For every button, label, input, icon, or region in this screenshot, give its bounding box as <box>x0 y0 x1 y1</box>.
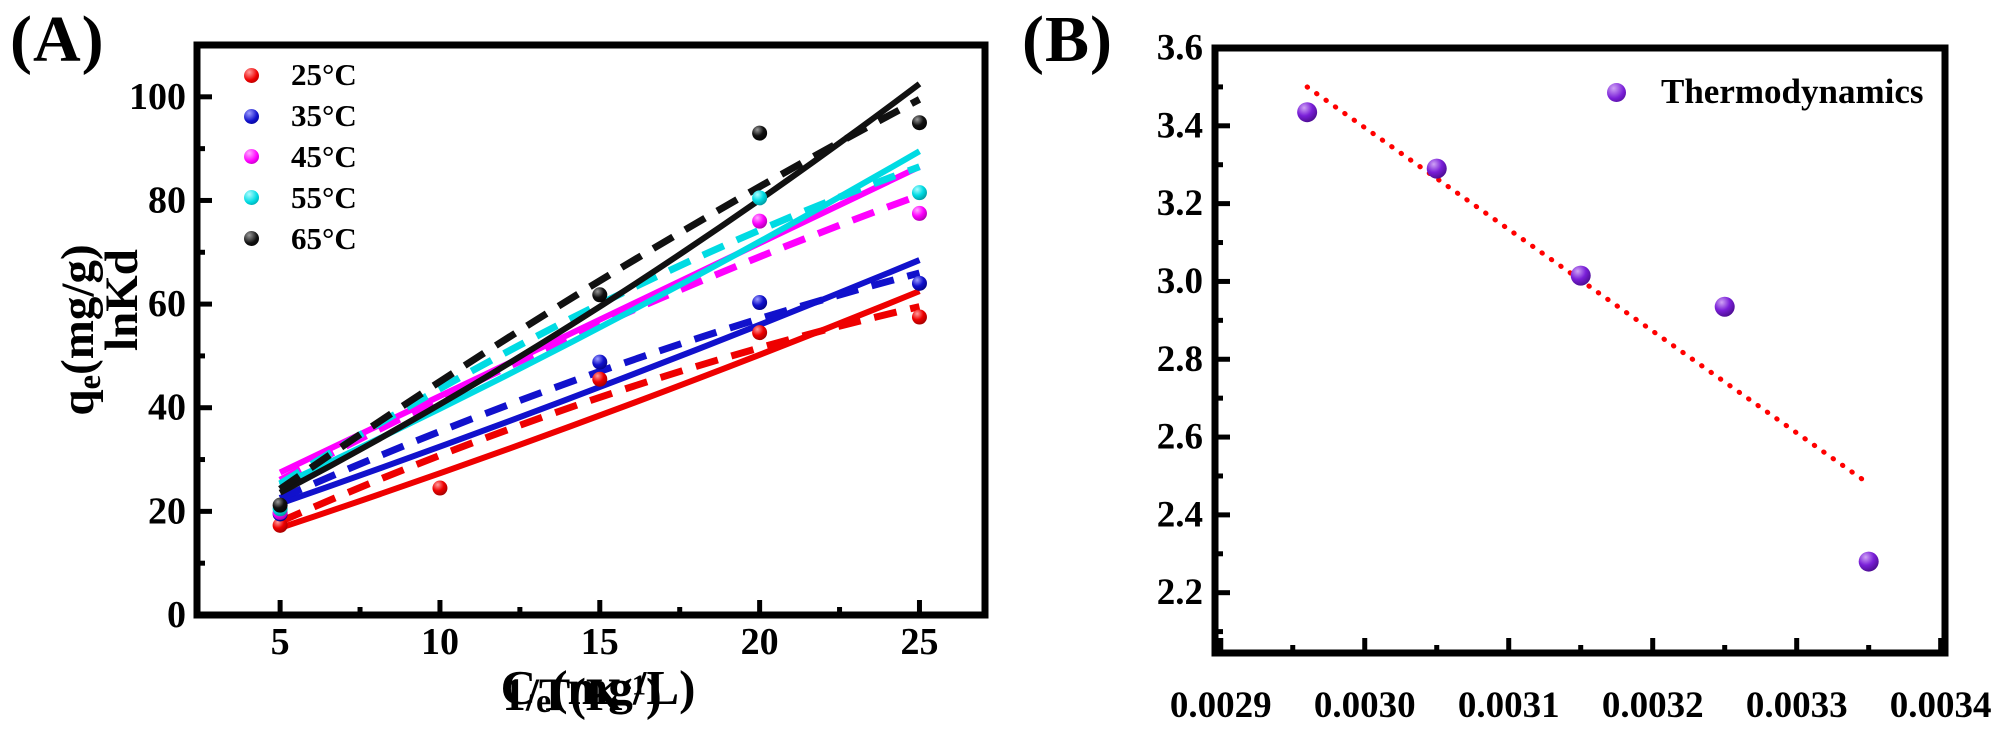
legend-item: 55°C <box>236 177 357 218</box>
legend-marker-sphere-icon <box>244 108 259 124</box>
panel-b-y-axis-title: lnKd <box>96 249 148 351</box>
y-tick-label: 3.4 <box>1157 105 1203 146</box>
trend-line-dotted <box>1304 84 1872 487</box>
data-point-Thermodynamics <box>1858 551 1879 572</box>
fit-line-solid-45°C <box>278 164 921 476</box>
data-point-35°C <box>911 275 927 291</box>
legend-marker-sphere-icon <box>244 190 259 206</box>
y-tick-label: 80 <box>148 179 186 221</box>
isotherm-chart: 5 10 15 20 25 0 20 40 60 80 100 <box>129 41 989 663</box>
legend-label: Thermodynamics <box>1661 72 1924 111</box>
data-point-65°C <box>911 115 927 131</box>
panel-b-tag: (B) <box>1022 3 1113 76</box>
data-point-35°C <box>752 295 768 311</box>
fit-line-solid-25°C <box>279 288 921 531</box>
fit-line-solid-35°C <box>279 257 921 507</box>
legend-marker-sphere-icon <box>244 67 259 83</box>
legend-marker-sphere-icon <box>244 149 259 165</box>
panel-a-x-axis-title: Ce(mg/L) <box>500 660 696 720</box>
y-tick-label: 2.4 <box>1157 494 1203 535</box>
fit-line-dashed-65°C <box>278 96 922 492</box>
panel-a-legend: 25°C 35°C 45°C 55°C 65°C <box>236 55 357 259</box>
fit-line-dashed-25°C <box>278 303 921 525</box>
legend-label: 45°C <box>291 138 357 174</box>
data-point-25°C <box>272 517 288 533</box>
legend-marker-sphere-icon <box>244 231 259 247</box>
data-point-25°C <box>432 480 448 496</box>
panel-a-tag: (A) <box>10 3 105 76</box>
data-point-45°C <box>911 205 927 221</box>
data-point-55°C <box>911 185 927 201</box>
x-tick-label: 0.0029 <box>1170 685 1272 726</box>
data-point-55°C <box>752 190 768 206</box>
fit-line-dashed-35°C <box>278 269 921 502</box>
y-tick-label: 40 <box>148 387 186 429</box>
y-tick-label: 3.0 <box>1157 261 1203 302</box>
data-point-Thermodynamics <box>1297 102 1318 123</box>
x-tick-label: 5 <box>271 621 290 663</box>
legend-item: 65°C <box>236 218 357 259</box>
plot-frame <box>193 41 989 619</box>
y-tick-label: 100 <box>129 76 186 118</box>
x-tick-label: 20 <box>741 621 779 663</box>
y-tick-label: 60 <box>148 283 186 325</box>
panel-b: 0.0029 0.0030 0.0031 0.0032 0.0033 0.0034 2.2 2… <box>1000 0 1999 733</box>
legend-label: 65°C <box>291 220 357 256</box>
legend-label: 55°C <box>291 179 357 215</box>
x-tick-label: 0.0033 <box>1746 685 1848 726</box>
data-point-65°C <box>592 287 608 303</box>
x-tick-label: 10 <box>421 621 459 663</box>
x-tick-label: 25 <box>900 621 938 663</box>
x-tick-label: 0.0031 <box>1458 685 1560 726</box>
data-point-Thermodynamics <box>1570 265 1591 286</box>
y-tick-label: 2.2 <box>1157 572 1203 613</box>
legend-marker-sphere-icon <box>1607 82 1626 102</box>
data-point-25°C <box>752 325 768 341</box>
legend-item: Thermodynamics <box>1599 72 1924 112</box>
data-point-Thermodynamics <box>1714 296 1735 317</box>
y-tick-label: 3.2 <box>1157 183 1203 224</box>
data-point-25°C <box>911 309 927 325</box>
x-tick-label: 0.0034 <box>1890 685 1992 726</box>
data-point-Thermodynamics <box>1426 158 1447 179</box>
y-tick-label: 20 <box>148 490 186 532</box>
thermodynamics-chart: 0.0029 0.0030 0.0031 0.0032 0.0033 0.0034 2.2 2… <box>1157 28 1992 727</box>
plot-frame <box>1211 44 1949 657</box>
y-tick-label: 0 <box>167 594 186 636</box>
legend-item: 35°C <box>236 96 357 137</box>
data-point-45°C <box>752 213 768 229</box>
x-tick-label: 0.0032 <box>1602 685 1704 726</box>
x-tick-label: 15 <box>581 621 619 663</box>
y-tick-label: 2.8 <box>1157 339 1203 380</box>
data-point-65°C <box>752 125 768 141</box>
y-tick-label: 3.6 <box>1157 28 1203 69</box>
x-tick-label: 0.0030 <box>1314 685 1416 726</box>
legend-item: 45°C <box>236 137 357 178</box>
data-point-25°C <box>592 371 608 387</box>
panel-b-legend: Thermodynamics <box>1599 72 1924 112</box>
data-point-65°C <box>272 497 288 513</box>
legend-label: 25°C <box>291 57 357 93</box>
legend-item: 25°C <box>236 55 357 96</box>
legend-label: 35°C <box>291 98 357 134</box>
data-point-35°C <box>592 354 608 370</box>
panel-b-x-axis-title: 1/T(K-1) <box>502 669 662 721</box>
panel-a: 5 10 15 20 25 0 20 40 60 80 100 (A) qe(mg/g) Ce(mg… <box>10 3 989 720</box>
y-tick-label: 2.6 <box>1157 417 1203 458</box>
